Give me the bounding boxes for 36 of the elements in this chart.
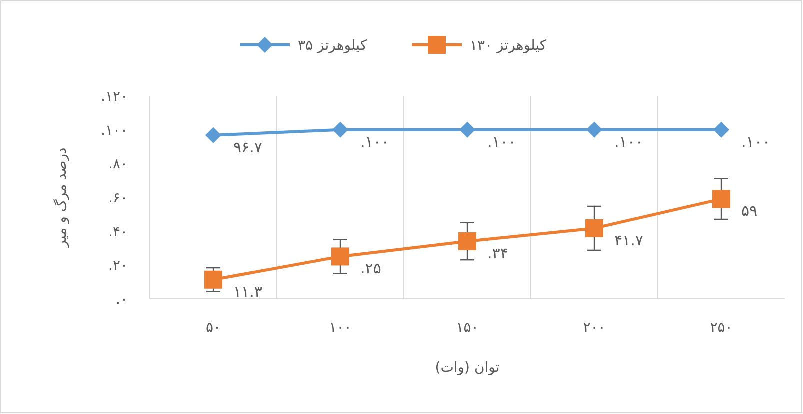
data-label: ۱۱.۳: [234, 282, 262, 301]
data-label: ۱۰۰.: [488, 132, 516, 151]
point: [714, 122, 730, 138]
point: [332, 248, 350, 266]
point: [458, 232, 476, 250]
point: [332, 122, 348, 138]
data-label: ۹۶.۷: [234, 138, 262, 156]
data-label: ۱۰۰.: [360, 132, 390, 151]
data-label: ۴۱.۷: [614, 231, 644, 250]
point: [460, 122, 476, 138]
point: [204, 270, 222, 289]
y-tick-label: ۱۰۰.: [100, 122, 128, 139]
y-tick-label: ۱۲۰.: [100, 89, 128, 105]
y-axis-title: درصد مرگ و میر: [53, 148, 70, 248]
x-tick-label: ۱۵۰: [456, 320, 479, 336]
x-axis-title: توان (وات): [435, 360, 500, 376]
x-tick-label: ۲۵۰: [710, 320, 733, 336]
point: [206, 127, 222, 144]
x-tick-label: ۵۰: [206, 320, 222, 336]
y-tick-label: ۸۰.: [108, 156, 128, 173]
legend-label: ۱۳۰ کیلوهرتز: [470, 38, 547, 54]
x-tick-label: ۲۰۰: [583, 320, 606, 336]
y-tick-label: ۲۰.: [108, 258, 128, 274]
x-tick-label: ۱۰۰: [329, 320, 352, 336]
legend-label: ۳۵ کیلوهرتز: [298, 38, 368, 54]
point: [712, 190, 730, 208]
data-label: ۱۰۰.: [742, 132, 770, 151]
data-label: ۳۴.: [488, 244, 508, 262]
data-label: ۵۹: [742, 202, 758, 220]
point: [586, 219, 604, 238]
y-tick-label: ۴۰.: [108, 224, 128, 240]
y-tick-label: ۶۰.: [108, 190, 128, 206]
y-tick-label: ۰.: [116, 292, 128, 308]
data-label: ۲۵.: [360, 260, 382, 278]
point: [586, 122, 602, 138]
data-label: ۱۰۰.: [614, 132, 644, 151]
